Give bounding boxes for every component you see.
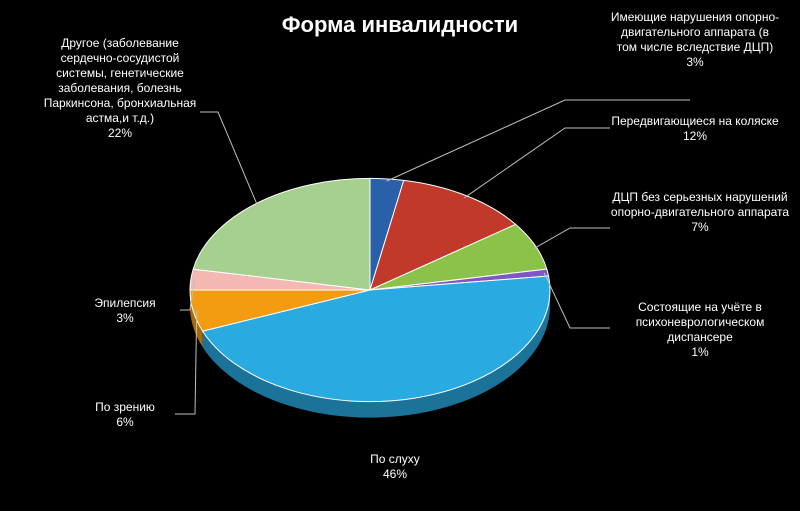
slice-percent: 46% <box>335 467 455 482</box>
slice-percent: 22% <box>35 126 205 141</box>
slice-percent: 3% <box>70 311 180 326</box>
slice-label-text: Другое (заболевание сердечно-сосудистой … <box>35 36 205 126</box>
slice-label-text: ДЦП без серьезных нарушений опорно-двига… <box>610 190 790 220</box>
slice-label-text: Передвигающиеся на коляске <box>610 114 780 129</box>
slice-label: Имеющие нарушения опорно-двигательного а… <box>610 10 780 70</box>
leader-line <box>465 128 610 198</box>
slice-percent: 1% <box>610 345 790 360</box>
slice-percent: 6% <box>75 415 175 430</box>
leader-line <box>544 273 610 328</box>
slice-percent: 3% <box>610 55 780 70</box>
slice-label: По зрению6% <box>75 400 175 430</box>
slice-label: Передвигающиеся на коляске12% <box>610 114 780 144</box>
slice-label-text: Эпилепсия <box>70 296 180 311</box>
slice-label: ДЦП без серьезных нарушений опорно-двига… <box>610 190 790 235</box>
leader-line <box>200 112 258 206</box>
slice-label-text: Состоящие на учёте в психоневрологическо… <box>610 300 790 345</box>
slice-label: Другое (заболевание сердечно-сосудистой … <box>35 36 205 141</box>
slice-label: По слуху46% <box>335 452 455 482</box>
slice-label-text: По слуху <box>335 452 455 467</box>
slice-label: Эпилепсия3% <box>70 296 180 326</box>
slice-label-text: Имеющие нарушения опорно-двигательного а… <box>610 10 780 55</box>
slice-label: Состоящие на учёте в психоневрологическо… <box>610 300 790 360</box>
slice-label-text: По зрению <box>75 400 175 415</box>
pie-chart-container: Форма инвалидности Имеющие нарушения опо… <box>0 0 800 511</box>
slice-percent: 7% <box>610 220 790 235</box>
slice-percent: 12% <box>610 129 780 144</box>
leader-line <box>533 228 610 249</box>
